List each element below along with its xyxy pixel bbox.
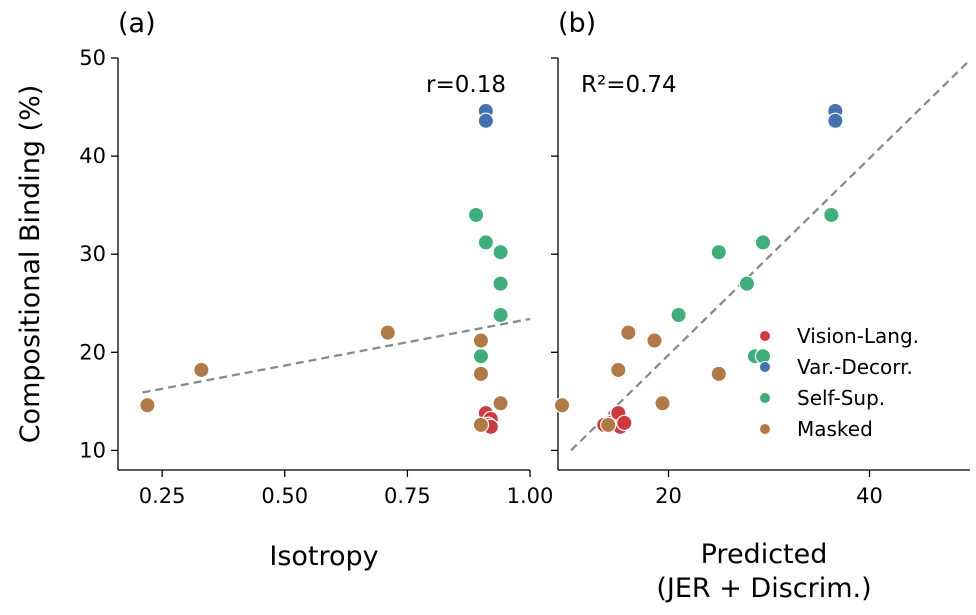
data-point — [553, 397, 571, 414]
x-tick-label: 0.75 — [384, 484, 431, 508]
y-tick-label: 40 — [79, 144, 106, 168]
data-point — [823, 206, 840, 224]
data-point — [379, 324, 396, 341]
x-tick-label: 0.25 — [139, 484, 186, 508]
stat-annotation: r=0.18 — [426, 72, 506, 98]
data-point — [472, 365, 490, 383]
data-point — [620, 324, 637, 341]
data-point — [193, 361, 210, 379]
legend-marker — [759, 392, 771, 404]
data-point — [670, 306, 687, 324]
panel-label: (a) — [118, 8, 156, 39]
data-point — [710, 244, 727, 261]
regression-line — [570, 59, 971, 452]
y-tick-label: 30 — [79, 242, 106, 266]
y-axis-label: Compositional Binding (%) — [15, 85, 46, 444]
legend-entry: Self-Sup. — [797, 386, 885, 410]
y-tick-label: 50 — [79, 46, 106, 70]
x-axis-label: Isotropy — [269, 541, 378, 572]
legend-marker — [759, 423, 771, 435]
panel-label: (b) — [558, 8, 596, 39]
legend-marker — [759, 361, 771, 373]
x-tick-label: 20 — [655, 484, 682, 508]
stat-annotation: R²=0.74 — [581, 72, 677, 98]
x-tick-label: 1.00 — [507, 484, 554, 508]
data-point — [139, 397, 156, 414]
data-point — [492, 306, 509, 324]
x-tick-label: 0.50 — [261, 484, 308, 508]
legend-entry: Var.-Decorr. — [797, 355, 913, 379]
data-point — [738, 275, 756, 292]
x-axis-label: Predicted — [701, 539, 828, 570]
data-point — [654, 395, 671, 412]
data-point — [492, 275, 509, 292]
legend-entry: Vision-Lang. — [797, 324, 919, 348]
data-point — [472, 332, 490, 349]
x-axis-label: (JER + Discrim.) — [656, 573, 871, 604]
data-point — [472, 416, 490, 434]
y-tick-label: 10 — [79, 438, 106, 462]
data-point — [646, 332, 663, 349]
data-point — [492, 395, 509, 412]
data-point — [477, 234, 495, 251]
data-point — [616, 414, 633, 432]
data-point — [472, 348, 490, 365]
legend-entry: Masked — [797, 417, 873, 441]
panel-b: 20 40 (b) R²=0.74 Predicted(JER + Discrim.) V… — [551, 8, 971, 604]
data-point — [710, 365, 727, 383]
data-point — [754, 234, 772, 251]
data-point — [610, 361, 627, 379]
data-point — [477, 112, 495, 129]
data-point — [467, 206, 485, 224]
data-point — [492, 244, 509, 261]
data-point — [827, 112, 844, 129]
y-tick-label: 20 — [79, 340, 106, 364]
legend-marker — [759, 330, 771, 342]
data-point — [600, 416, 617, 434]
x-tick-label: 40 — [856, 484, 883, 508]
regression-line — [142, 317, 531, 394]
panel-a: 0.25 0.50 0.75 1.00 10 20 30 40 50 (a) r=0.18 Isotr… — [15, 8, 553, 572]
